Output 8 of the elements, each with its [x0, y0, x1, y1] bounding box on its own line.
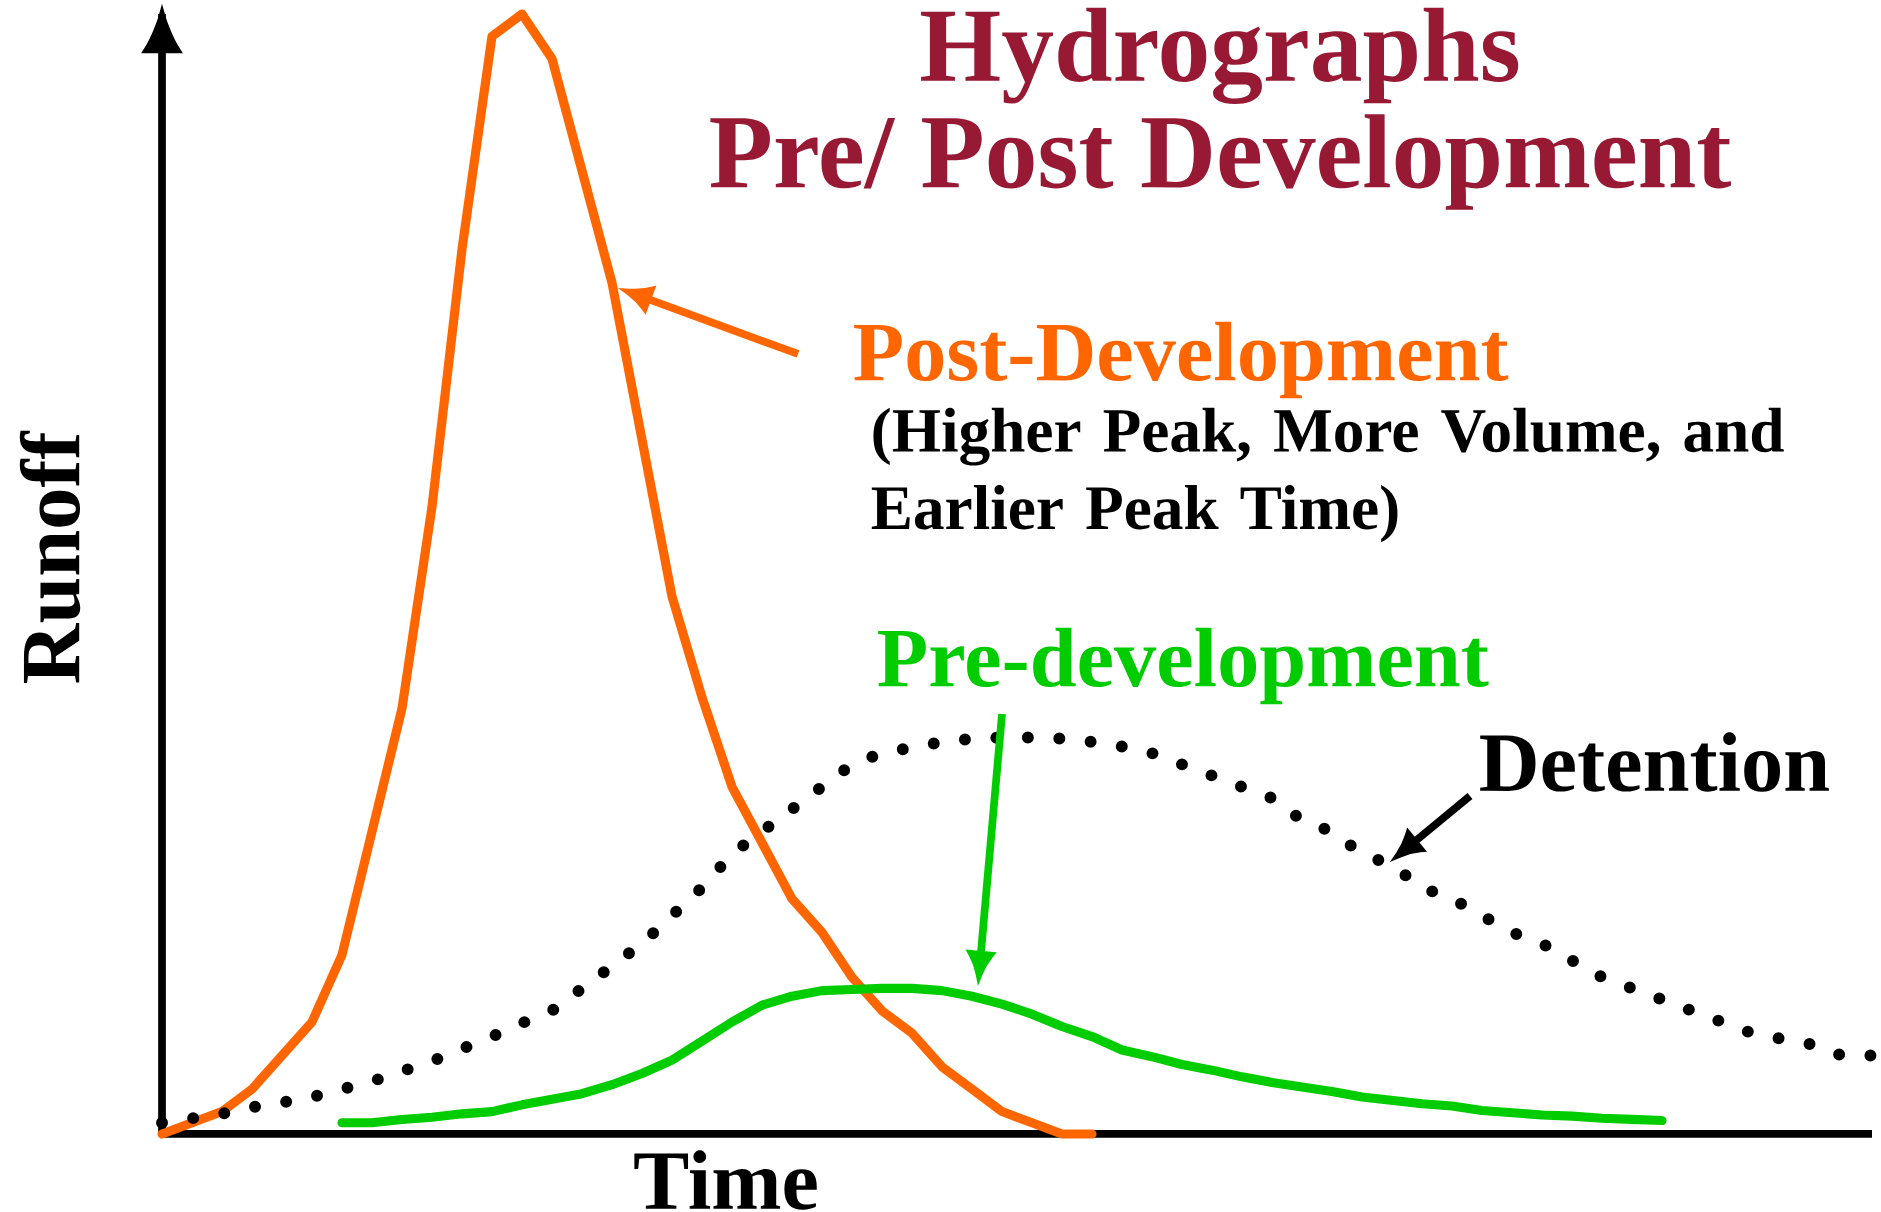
y-axis-title: Runoff — [19, 430, 81, 684]
legend-label: Detention — [1480, 732, 1829, 792]
annotation: (Higher Peak, More Volume, and Earlier Peak Time) — [871, 407, 1784, 543]
text: Pre-development — [878, 627, 1489, 705]
chart-title: Hydrographs — [921, 7, 1519, 105]
x-axis-title: Time — [634, 1150, 817, 1210]
legend-label: Post-Development — [854, 321, 1509, 399]
text: Pre/ Post Development — [710, 114, 1731, 210]
